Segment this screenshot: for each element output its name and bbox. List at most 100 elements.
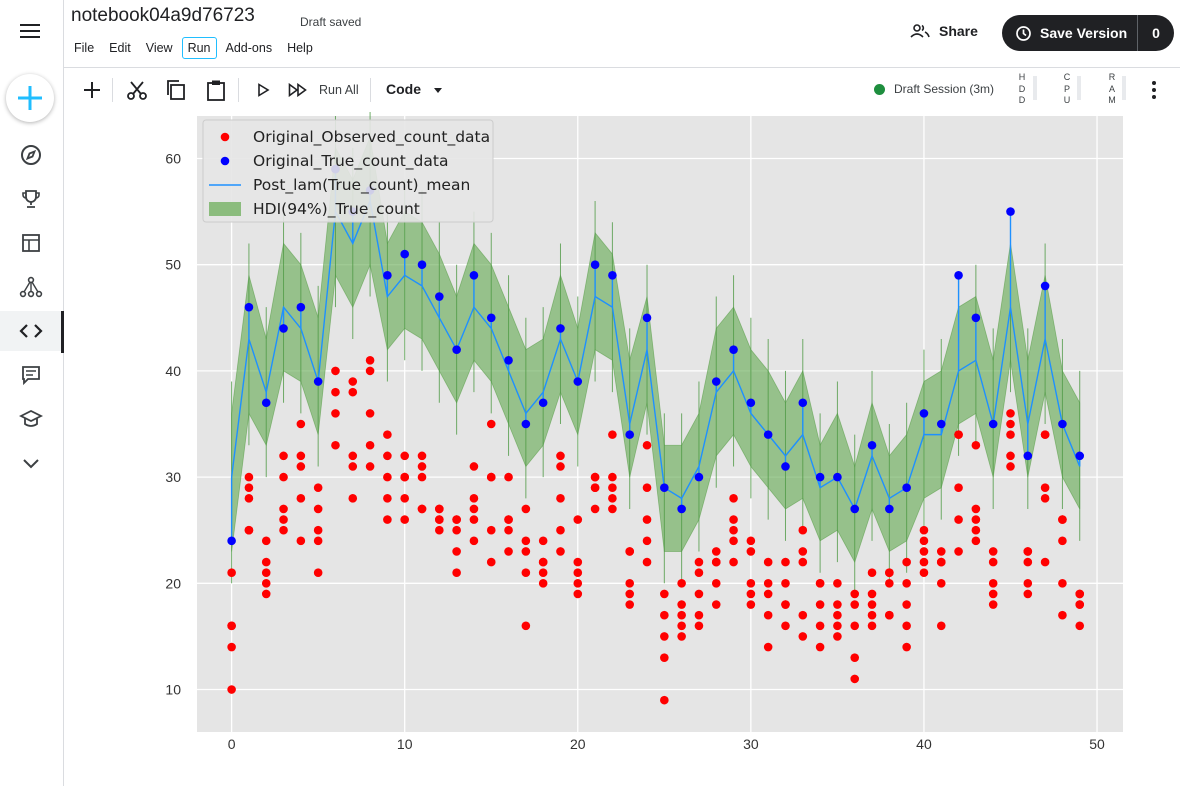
menu-file[interactable]: File (74, 41, 95, 55)
true-point (452, 345, 461, 354)
learn-icon (19, 409, 43, 427)
observed-point (798, 610, 808, 620)
observed-point (642, 515, 652, 524)
menu-run[interactable]: Run (181, 37, 217, 59)
more-options-button[interactable] (1146, 80, 1162, 105)
run-all-button[interactable] (286, 76, 310, 104)
observed-point (971, 440, 981, 450)
observed-point (833, 579, 842, 588)
observed-point (902, 579, 911, 588)
legend-hdi-marker (209, 202, 241, 216)
observed-point (763, 579, 773, 588)
observed-point (348, 451, 358, 461)
observed-point (954, 515, 963, 524)
share-button[interactable]: Share (910, 23, 978, 39)
save-version-button[interactable]: Save Version 0 (1002, 15, 1174, 51)
version-count[interactable]: 0 (1152, 25, 1160, 41)
observed-point (1040, 483, 1050, 493)
observed-point (954, 483, 963, 493)
notebook-title[interactable]: notebook04a9d76723 (71, 5, 255, 26)
legend-mean-label: Post_lam(True_count)_mean (253, 176, 470, 195)
observed-point (833, 600, 842, 609)
true-point (417, 260, 427, 269)
observed-point (313, 568, 323, 577)
table-icon (22, 234, 40, 252)
toolbar-divider (238, 78, 239, 102)
run-cell-button[interactable] (251, 76, 275, 104)
menu-edit[interactable]: Edit (109, 41, 131, 55)
observed-point (711, 557, 721, 567)
observed-point (833, 621, 842, 631)
observed-point (660, 589, 669, 599)
play-icon (258, 83, 270, 97)
menu-help[interactable]: Help (287, 41, 313, 55)
nav-code[interactable] (0, 311, 64, 353)
observed-point (1006, 409, 1015, 418)
menu-view[interactable]: View (145, 41, 173, 55)
observed-point (313, 504, 323, 514)
scissors-icon (127, 81, 147, 100)
caret-down-icon[interactable] (434, 88, 442, 93)
true-point (833, 472, 842, 482)
observed-point (694, 589, 704, 599)
nav-explore[interactable] (0, 135, 62, 175)
observed-point (452, 525, 461, 535)
run-all-label[interactable]: Run All (319, 83, 359, 97)
nav-models[interactable] (0, 267, 62, 307)
observed-point (556, 462, 565, 471)
add-cell-button[interactable] (80, 76, 104, 104)
x-tick-label: 40 (916, 736, 932, 752)
nav-more[interactable] (0, 443, 62, 483)
hamburger-menu-icon[interactable] (19, 22, 41, 40)
observed-point (486, 557, 496, 567)
observed-point (919, 547, 929, 556)
observed-point (331, 409, 340, 418)
observed-point (486, 472, 496, 482)
observed-point (1023, 547, 1033, 556)
header-divider (64, 67, 1180, 68)
true-point (746, 398, 756, 408)
observed-point (867, 600, 877, 609)
observed-point (971, 525, 981, 535)
observed-point (850, 653, 860, 662)
observed-point (988, 600, 998, 609)
nav-discussions[interactable] (0, 355, 62, 395)
x-tick-label: 10 (397, 736, 413, 752)
observed-point (383, 430, 392, 439)
nav-competitions[interactable] (0, 179, 62, 219)
observed-point (902, 621, 911, 631)
observed-point (227, 685, 236, 694)
nav-learn[interactable] (0, 399, 62, 439)
true-point (556, 324, 565, 333)
observed-point (590, 472, 600, 482)
observed-point (711, 547, 721, 556)
kebab-menu-icon (1152, 81, 1156, 99)
observed-point (417, 451, 427, 461)
true-point (867, 440, 877, 450)
observed-point (261, 579, 271, 588)
observed-point (1006, 419, 1015, 429)
cell-type-select[interactable]: Code (386, 81, 421, 97)
copy-cell-button[interactable] (163, 76, 189, 104)
copy-icon (167, 80, 185, 100)
menu-addons[interactable]: Add-ons (225, 41, 273, 55)
observed-point (365, 440, 375, 450)
history-icon (1016, 25, 1031, 41)
create-button[interactable] (6, 74, 54, 122)
hdd-meter-bar (1033, 76, 1037, 100)
observed-point (538, 557, 548, 567)
observed-point (919, 568, 929, 577)
true-point (1023, 451, 1033, 461)
session-status[interactable]: Draft Session (3m) (874, 82, 994, 96)
observed-point (383, 515, 392, 524)
observed-point (365, 366, 375, 376)
cut-cell-button[interactable] (124, 76, 150, 104)
observed-point (504, 472, 513, 482)
observed-point (746, 579, 756, 588)
code-icon (19, 324, 43, 338)
y-tick-label: 30 (165, 469, 181, 485)
paste-cell-button[interactable] (203, 76, 229, 104)
observed-point (781, 579, 790, 588)
nav-datasets[interactable] (0, 223, 62, 263)
observed-point (815, 621, 825, 631)
